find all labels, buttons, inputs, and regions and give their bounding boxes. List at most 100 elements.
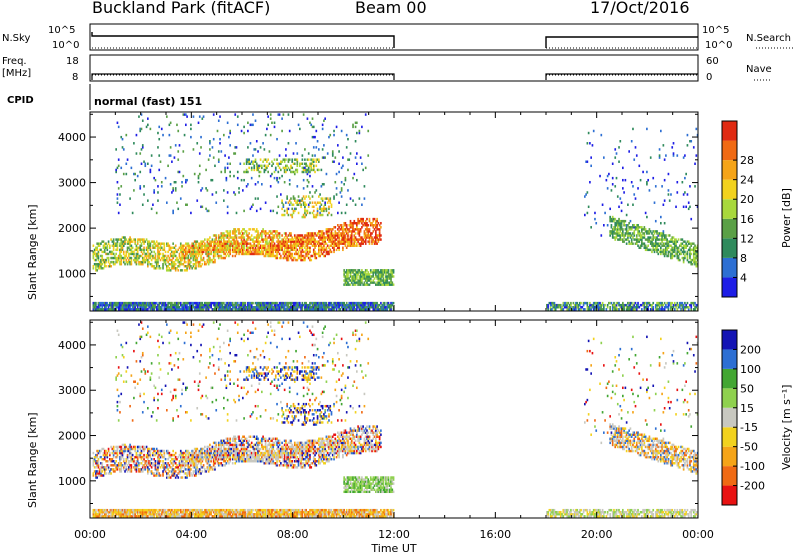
- power-cell: [240, 305, 243, 309]
- power-cell: [670, 248, 672, 252]
- power-cell: [335, 308, 338, 311]
- power-cell: [367, 301, 370, 305]
- power-cell: [381, 305, 383, 309]
- power-cell: [380, 238, 382, 241]
- power-cell: [176, 305, 178, 309]
- power-cell: [375, 224, 377, 227]
- power-cell: [229, 248, 231, 252]
- power-cell: [657, 248, 660, 252]
- power-cell: [105, 305, 107, 309]
- power-cell: [321, 209, 324, 213]
- power-cell: [670, 303, 672, 307]
- power-cell: [171, 246, 173, 250]
- power-cell: [345, 283, 348, 286]
- power-cell: [158, 250, 161, 254]
- power-cell: [691, 248, 694, 252]
- power-cell: [223, 301, 225, 305]
- power-cell: [116, 256, 119, 260]
- power-cell: [299, 236, 301, 239]
- power-cell: [150, 207, 153, 211]
- power-cell: [648, 238, 651, 241]
- power-cell: [206, 209, 209, 213]
- power-cell: [357, 273, 359, 276]
- power-cell: [676, 191, 679, 194]
- power-cell: [228, 254, 230, 258]
- power-cell: [642, 228, 644, 231]
- power-cell: [585, 160, 587, 163]
- power-cell: [152, 305, 154, 309]
- power-cell: [288, 203, 291, 206]
- power-cell: [240, 252, 243, 256]
- velocity-cell: [109, 457, 111, 461]
- power-cell: [221, 246, 224, 250]
- power-cell: [684, 308, 686, 311]
- power-cell: [362, 301, 364, 305]
- power-cell: [600, 303, 603, 307]
- velocity-cell: [110, 510, 112, 514]
- power-cell: [266, 232, 268, 235]
- velocity-cell: [112, 455, 115, 459]
- power-cell: [618, 146, 620, 149]
- power-cell: [609, 230, 611, 233]
- power-cell: [276, 230, 278, 233]
- power-cell: [353, 219, 356, 223]
- power-cell: [656, 236, 658, 239]
- power-cell: [269, 308, 272, 311]
- power-cell: [597, 308, 600, 311]
- power-cell: [347, 277, 349, 280]
- power-cell: [358, 271, 361, 274]
- power-cell: [280, 240, 282, 243]
- power-cell: [276, 137, 278, 141]
- power-cell: [329, 197, 332, 200]
- power-cell: [229, 232, 231, 235]
- power-cell: [201, 308, 204, 311]
- power-cell: [209, 140, 211, 143]
- power-cell: [117, 158, 120, 161]
- power-cell: [338, 303, 340, 307]
- power-cell: [361, 301, 363, 305]
- power-cell: [618, 205, 620, 209]
- power-cell: [302, 238, 305, 241]
- power-cell: [340, 180, 343, 184]
- power-cell: [318, 201, 320, 204]
- power-cell: [177, 308, 180, 311]
- power-cell: [305, 209, 307, 213]
- power-cell: [620, 226, 623, 229]
- power-cell: [312, 213, 315, 217]
- power-cell: [366, 279, 368, 282]
- power-cell: [261, 301, 263, 305]
- power-cell: [606, 303, 609, 307]
- power-cell: [302, 195, 305, 198]
- power-cell: [340, 303, 343, 307]
- power-cell: [623, 234, 625, 237]
- power-cell: [695, 305, 698, 309]
- power-cell: [120, 242, 123, 245]
- power-cell: [367, 271, 370, 274]
- power-cell: [361, 273, 363, 276]
- power-cell: [101, 256, 104, 260]
- power-ytick-label: 1000: [58, 268, 86, 281]
- power-cell: [95, 262, 97, 266]
- power-cell: [326, 303, 329, 307]
- power-cell: [154, 258, 157, 262]
- power-cell: [242, 301, 244, 305]
- power-cell: [684, 244, 686, 247]
- power-cell: [615, 152, 618, 155]
- power-cell: [642, 232, 644, 235]
- power-cell: [359, 217, 362, 221]
- power-cell: [681, 256, 684, 260]
- velocity-cell: [116, 329, 119, 332]
- power-cell: [586, 160, 589, 163]
- power-cell: [163, 244, 166, 247]
- power-cell: [342, 156, 344, 159]
- power-cell: [363, 232, 366, 235]
- power-cell: [333, 195, 335, 198]
- power-cell: [250, 176, 253, 180]
- power-cell: [333, 234, 335, 237]
- power-cell: [153, 240, 155, 243]
- power-cell: [157, 185, 159, 188]
- power-cell: [130, 250, 133, 254]
- power-cell: [682, 240, 685, 243]
- power-cell: [195, 250, 197, 254]
- power-cell: [152, 303, 154, 307]
